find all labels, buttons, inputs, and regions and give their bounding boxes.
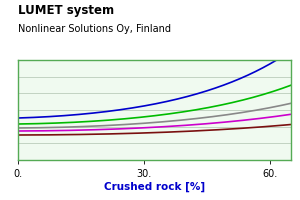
Text: LUMET system: LUMET system (18, 4, 114, 17)
X-axis label: Crushed rock [%]: Crushed rock [%] (104, 182, 205, 192)
Text: Nonlinear Solutions Oy, Finland: Nonlinear Solutions Oy, Finland (18, 24, 171, 34)
